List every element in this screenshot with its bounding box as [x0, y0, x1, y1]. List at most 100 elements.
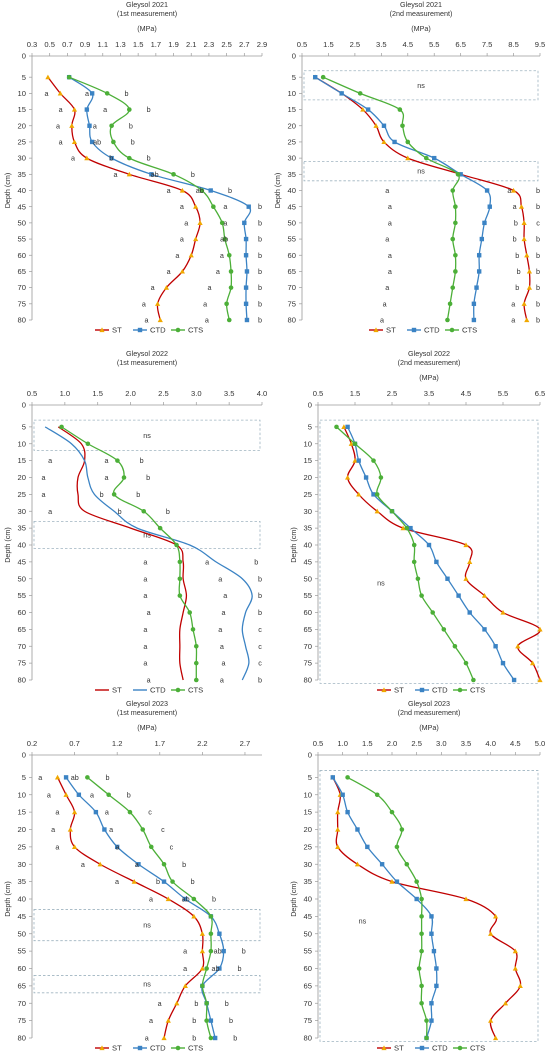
series-line-cts [68, 76, 233, 321]
series-line-st [57, 426, 188, 681]
data-point-st [488, 931, 494, 936]
data-point-st [179, 187, 185, 193]
x-tick-label: 0.3 [27, 40, 38, 49]
y-tick-label: 0 [292, 52, 296, 61]
significance-letter: b [212, 895, 216, 904]
data-point-cts [187, 610, 193, 615]
data-point-cts [193, 677, 199, 683]
chart-subtitle: (1st measurement) [117, 358, 177, 367]
data-point-st [467, 559, 473, 564]
data-point-st [182, 983, 188, 988]
data-point-cts [177, 593, 183, 598]
data-point-cts [226, 317, 232, 323]
significance-letter: b [514, 218, 518, 227]
data-point-cts [445, 317, 450, 323]
chart-subtitle: (2nd measurement) [390, 9, 453, 18]
y-tick-label: 30 [288, 154, 296, 163]
y-tick-label: 0 [308, 751, 312, 760]
series-cts [334, 424, 476, 683]
data-point-cts [127, 107, 132, 112]
y-tick-label: 45 [18, 557, 26, 566]
data-point-cts [228, 285, 234, 290]
legend-label-cts: CTS [188, 326, 203, 335]
y-tick-label: 65 [18, 625, 26, 634]
significance-letter: ab [182, 895, 190, 904]
series-ctd [345, 424, 517, 683]
significance-letter: a [45, 89, 49, 98]
significance-letter: a [205, 316, 209, 325]
y-tick-label: 15 [304, 808, 312, 817]
significance-letter: a [511, 316, 515, 325]
data-point-ctd [330, 775, 335, 780]
legend-marker-ctd [137, 327, 143, 333]
data-point-cts [208, 1035, 214, 1041]
data-point-cts [453, 220, 458, 226]
data-point-cts [193, 643, 199, 649]
y-tick-label: 20 [288, 121, 296, 130]
y-tick-label: 35 [304, 877, 312, 886]
y-tick-label: 45 [18, 912, 26, 921]
data-point-st [502, 1000, 509, 1006]
legend-label-st: ST [112, 1044, 122, 1053]
y-tick-label: 40 [18, 541, 26, 550]
y-tick-label: 20 [304, 825, 312, 834]
data-point-st [515, 643, 521, 649]
legend-marker-cts [449, 327, 455, 333]
x-tick-label: 6.5 [455, 40, 466, 49]
data-point-ctd [246, 204, 251, 209]
data-point-ctd [183, 896, 188, 902]
y-tick-label: 65 [288, 267, 296, 276]
data-point-ctd [482, 627, 487, 632]
ns-region-box [33, 419, 261, 451]
data-point-st [348, 441, 354, 446]
significance-letter: a [142, 299, 146, 308]
data-point-st [71, 809, 78, 815]
data-point-cts [226, 252, 232, 258]
data-point-ctd [345, 809, 350, 815]
x-tick-label: 2.5 [350, 40, 361, 49]
data-point-st [373, 123, 379, 128]
x-axis-label: (MPa) [411, 24, 431, 33]
data-point-ctd [511, 677, 517, 683]
x-tick-label: 1.5 [350, 389, 361, 398]
legend-marker-cts [175, 1045, 181, 1051]
data-point-cts [141, 508, 147, 514]
significance-letter: a [116, 842, 120, 851]
data-point-ctd [379, 862, 385, 867]
data-point-st [126, 171, 132, 177]
x-tick-label: 5.5 [498, 389, 509, 398]
significance-letter: b [258, 608, 262, 617]
significance-letter: a [143, 591, 147, 600]
ns-label: ns [377, 579, 385, 588]
significance-letter: a [180, 235, 184, 244]
significance-letter: a [109, 825, 113, 834]
series-line-ctd [314, 76, 492, 321]
significance-letter: a [203, 299, 207, 308]
significance-letter: b [536, 202, 540, 211]
y-tick-label: 65 [18, 267, 26, 276]
data-point-ctd [161, 879, 167, 884]
data-point-ctd [414, 896, 419, 902]
data-point-ctd [408, 525, 413, 531]
significance-letter: a [507, 186, 511, 195]
data-point-cts [204, 1018, 209, 1023]
significance-letter: a [38, 773, 42, 782]
series-cts [85, 775, 214, 1041]
data-point-st [179, 268, 185, 274]
legend-marker-cts [457, 687, 463, 693]
y-tick-label: 80 [18, 676, 26, 685]
data-point-st [197, 220, 203, 225]
data-point-ctd [345, 424, 350, 430]
x-tick-label: 1.7 [151, 40, 162, 49]
y-tick-label: 55 [304, 591, 312, 600]
significance-letter: a [184, 218, 188, 227]
significance-letter: b [191, 877, 195, 886]
data-point-st [488, 1018, 494, 1023]
y-tick-label: 10 [18, 790, 26, 799]
x-tick-label: 1.3 [115, 40, 126, 49]
y-tick-label: 55 [18, 591, 26, 600]
significance-letter: b [536, 283, 540, 292]
data-point-cts [424, 1035, 429, 1041]
x-tick-label: 1.2 [112, 739, 123, 748]
y-tick-label: 5 [308, 773, 312, 782]
